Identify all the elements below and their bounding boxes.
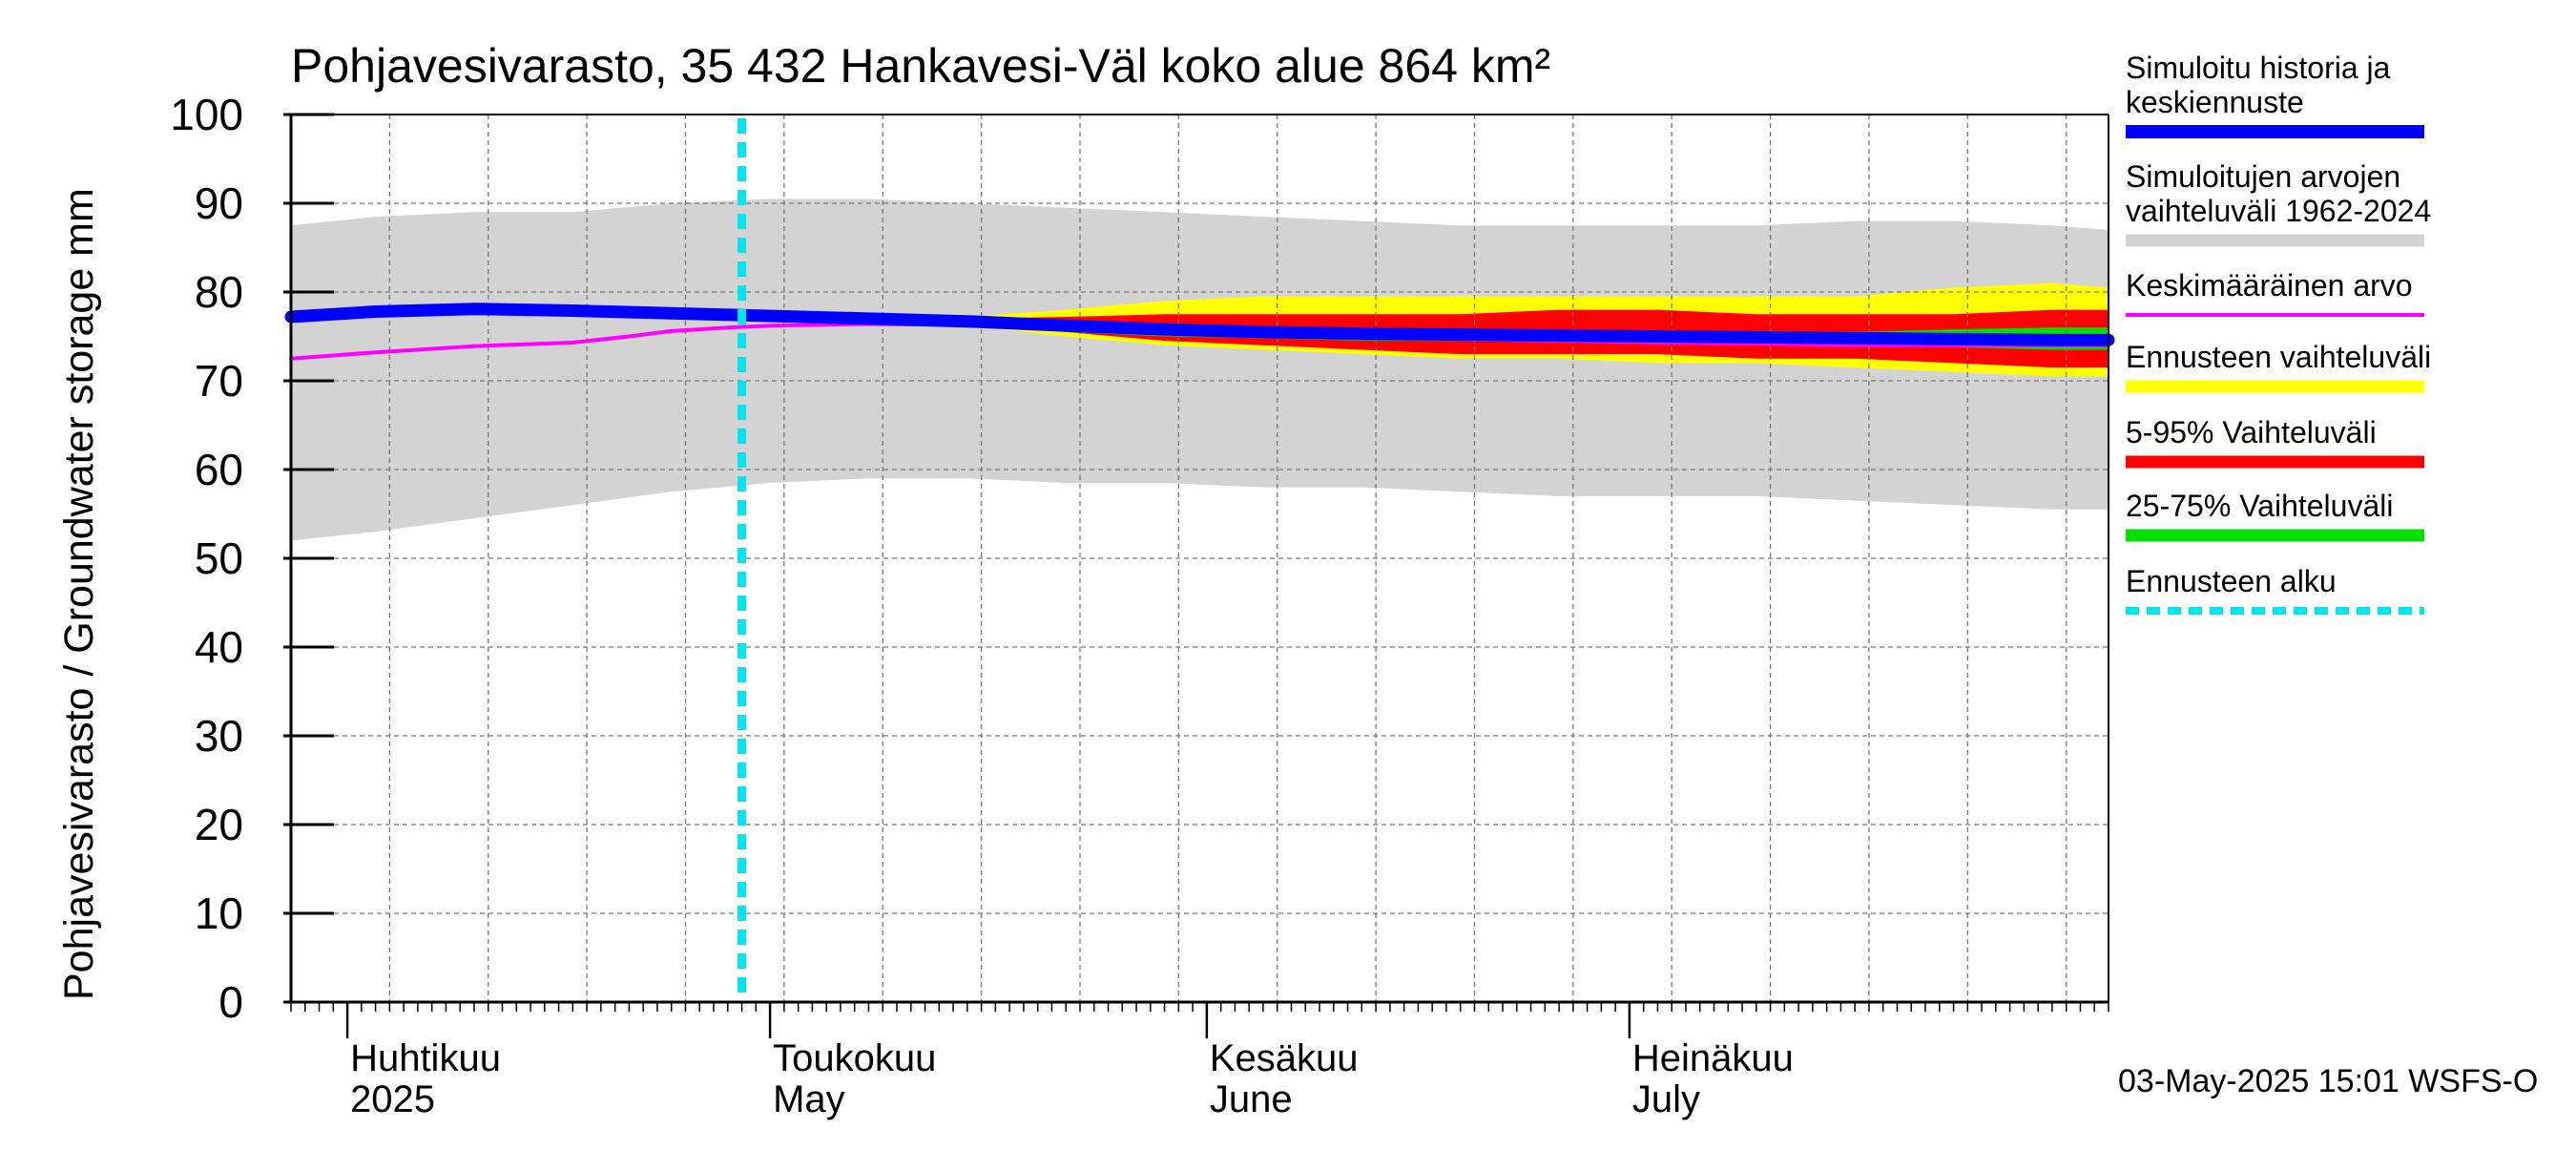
y-tick-label: 20 [195,800,243,849]
data-lines [284,118,2115,1002]
legend-label: Ennusteen vaihteluväli [2126,340,2431,374]
grid-lines [291,115,2109,1002]
y-tick-label: 50 [195,533,243,583]
y-tick-label: 60 [195,445,243,494]
x-month-sublabel: June [1210,1078,1293,1120]
x-month-sublabel: July [1632,1078,1700,1120]
y-tick-label: 0 [218,977,243,1027]
y-tick-label: 90 [195,178,243,228]
legend-label: Simuloitujen arvojen [2126,159,2400,194]
y-tick-label: 30 [195,711,243,761]
y-axis-label: Pohjavesivarasto / Groundwater storage m… [56,188,102,1000]
x-month-label: Kesäkuu [1210,1037,1359,1079]
legend-label: Ennusteen alku [2126,564,2337,598]
legend-label: keskiennuste [2126,85,2304,119]
legend-label: 5-95% Vaihteluväli [2126,415,2377,450]
x-month-label: Toukokuu [773,1037,936,1079]
y-tick-label: 100 [170,90,243,139]
chart-title: Pohjavesivarasto, 35 432 Hankavesi-Väl k… [291,39,1550,93]
x-month-sublabel: May [773,1078,845,1120]
x-month-label: Huhtikuu [350,1037,501,1079]
legend-label: Simuloitu historia ja [2126,51,2391,85]
data-bands [291,199,2109,541]
simulated-line [284,303,2115,346]
x-month-label: Heinäkuu [1632,1037,1794,1079]
hist-range-band [291,199,2109,541]
legend-label: vaihteluväli 1962-2024 [2126,194,2431,228]
y-tick-label: 10 [195,889,243,938]
x-month-sublabel: 2025 [350,1078,435,1120]
y-tick-label: 40 [195,622,243,672]
y-tick-label: 80 [195,267,243,317]
footer-timestamp: 03-May-2025 15:01 WSFS-O [2118,1063,2538,1099]
legend-label: 25-75% Vaihteluväli [2126,489,2393,523]
y-tick-label: 70 [195,356,243,406]
legend-label: Keskimääräinen arvo [2126,268,2413,303]
